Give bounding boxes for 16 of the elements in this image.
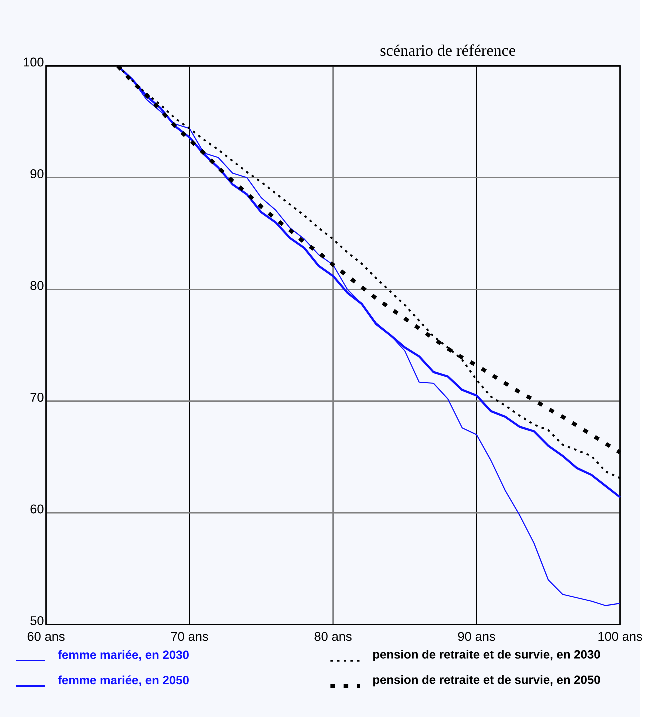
x-tick-label: 100 ans: [598, 632, 642, 642]
x-tick-label: 90 ans: [458, 632, 496, 642]
y-tick-label: 50: [30, 616, 44, 626]
x-tick-label: 70 ans: [171, 632, 208, 642]
legend-label: femme mariée, en 2050: [58, 676, 189, 686]
y-tick-label: 70: [30, 393, 44, 402]
legend-label: pension de retraite et de survie, en 2050: [373, 675, 600, 687]
y-tick-label: 60: [30, 504, 44, 514]
chart-title: scénario de référence: [380, 44, 516, 56]
y-tick-label: 100: [24, 58, 44, 67]
x-tick-label: 80 ans: [314, 632, 352, 642]
x-tick-label: 60 ans: [28, 632, 65, 642]
legend-label: femme mariée, en 2030: [58, 650, 189, 661]
y-tick-label: 80: [30, 281, 44, 290]
legend-label: pension de retraite et de survie, en 2030: [373, 650, 600, 662]
y-tick-label: 90: [30, 170, 44, 179]
